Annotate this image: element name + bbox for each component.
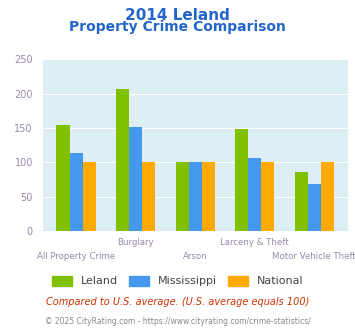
Bar xyxy=(83,162,96,231)
Text: Compared to U.S. average. (U.S. average equals 100): Compared to U.S. average. (U.S. average … xyxy=(46,297,309,307)
Bar xyxy=(142,162,155,231)
Text: Arson: Arson xyxy=(183,251,208,261)
Bar xyxy=(321,162,334,231)
Bar xyxy=(70,153,83,231)
Text: All Property Crime: All Property Crime xyxy=(37,251,115,261)
Bar xyxy=(116,89,129,231)
Text: 2014 Leland: 2014 Leland xyxy=(125,8,230,23)
Legend: Leland, Mississippi, National: Leland, Mississippi, National xyxy=(47,271,308,291)
Bar xyxy=(202,162,215,231)
Bar xyxy=(261,162,274,231)
Bar xyxy=(248,158,261,231)
Bar xyxy=(189,162,202,231)
Text: Larceny & Theft: Larceny & Theft xyxy=(220,238,289,247)
Bar xyxy=(235,129,248,231)
Text: Burglary: Burglary xyxy=(118,238,154,247)
Bar xyxy=(56,125,70,231)
Bar xyxy=(295,172,308,231)
Text: © 2025 CityRating.com - https://www.cityrating.com/crime-statistics/: © 2025 CityRating.com - https://www.city… xyxy=(45,317,310,326)
Text: Property Crime Comparison: Property Crime Comparison xyxy=(69,20,286,34)
Bar xyxy=(308,183,321,231)
Bar xyxy=(176,162,189,231)
Bar xyxy=(129,127,142,231)
Text: Motor Vehicle Theft: Motor Vehicle Theft xyxy=(272,251,355,261)
